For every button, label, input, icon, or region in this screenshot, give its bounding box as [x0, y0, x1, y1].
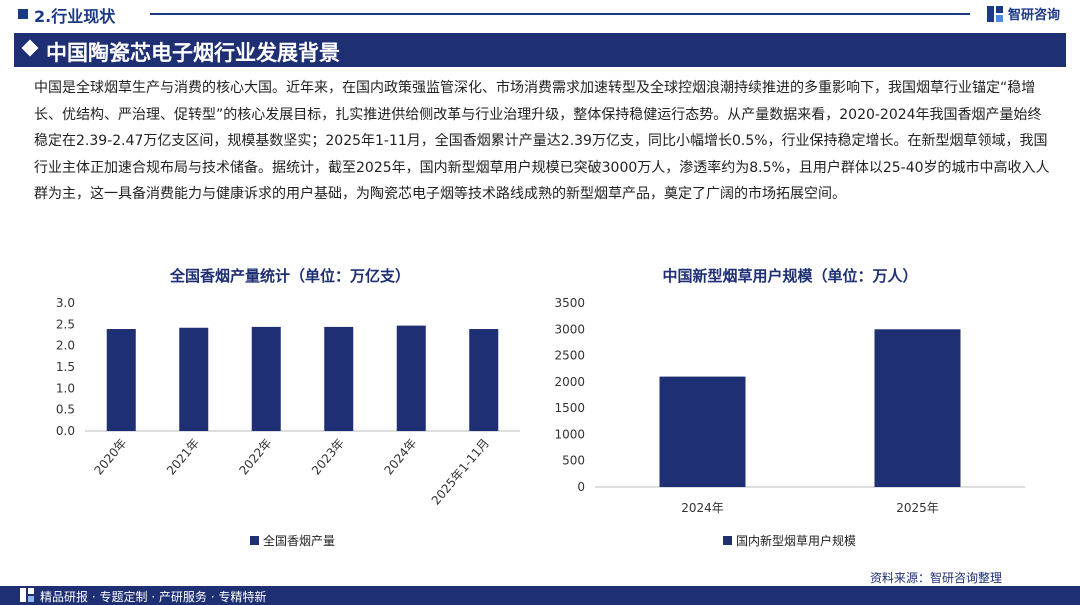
y-tick-label: 0 — [577, 480, 585, 494]
bar — [106, 329, 136, 431]
title-banner — [14, 33, 1066, 67]
y-tick-label: 2000 — [554, 375, 585, 389]
x-tick-label: 2020年 — [91, 436, 129, 478]
y-tick-label: 0.0 — [56, 424, 75, 438]
y-tick-label: 0.5 — [56, 403, 75, 417]
y-tick-label: 2.0 — [56, 339, 75, 353]
x-tick-label: 2024年 — [681, 501, 724, 515]
section-title: 2.行业现状 — [34, 7, 116, 26]
x-tick-label: 2022年 — [236, 436, 274, 478]
y-tick-label: 2500 — [554, 349, 585, 363]
footer-slogan: 精品研报 · 专题定制 · 产研服务 · 专精特新 — [40, 590, 267, 604]
intro-paragraph: 中国是全球烟草生产与消费的核心大国。近年来，在国内政策强监管深化、市场消费需求加… — [34, 80, 1050, 202]
footer-bar — [0, 586, 1080, 605]
y-tick-label: 1500 — [554, 401, 585, 415]
bar — [874, 329, 961, 487]
y-tick-label: 1000 — [554, 427, 585, 441]
chart2-title: 中国新型烟草用户规模（单位：万人） — [662, 267, 918, 285]
y-tick-label: 500 — [562, 454, 585, 468]
y-tick-label: 2.5 — [56, 317, 75, 331]
y-tick-label: 3000 — [554, 322, 585, 336]
chart1-legend-swatch — [250, 536, 259, 545]
header-divider — [150, 13, 970, 15]
section-marker — [18, 9, 28, 19]
chart2-legend-label: 国内新型烟草用户规模 — [736, 534, 857, 548]
new-tobacco-users-chart: 0 500 1000 1500 2000 2500 3000 3500 2024年 2025年 — [554, 296, 1025, 515]
bar — [324, 326, 354, 431]
bar — [179, 327, 209, 431]
zhiyan-logo-icon — [987, 6, 1003, 22]
footer-logo-icon — [20, 588, 34, 602]
x-tick-label: 2024年 — [381, 436, 419, 478]
chart1-legend-label: 全国香烟产量 — [263, 534, 336, 548]
bar — [396, 325, 426, 431]
y-tick-label: 1.0 — [56, 381, 75, 395]
chart2-legend-swatch — [723, 536, 732, 545]
bar — [659, 376, 746, 487]
chart1-title: 全国香烟产量统计（单位：万亿支） — [169, 267, 410, 285]
bar — [251, 326, 281, 431]
y-tick-label: 3.0 — [56, 296, 75, 310]
x-tick-label: 2025年 — [896, 501, 939, 515]
y-tick-label: 3500 — [554, 296, 585, 310]
cigarette-output-chart: 0.0 0.5 1.0 1.5 2.0 2.5 3.0 2020年 2021年 2022年 2023… — [56, 296, 520, 508]
x-tick-label: 2021年 — [164, 436, 202, 478]
x-tick-label: 2023年 — [309, 436, 347, 478]
bar — [469, 329, 499, 431]
page-title: 中国陶瓷芯电子烟行业发展背景 — [46, 41, 340, 65]
x-tick-label: 2025年1-11月 — [429, 436, 492, 508]
brand-name: 智研咨询 — [1008, 8, 1061, 23]
source-note: 资料来源：智研咨询整理 — [870, 571, 1003, 585]
y-tick-label: 1.5 — [56, 360, 75, 374]
